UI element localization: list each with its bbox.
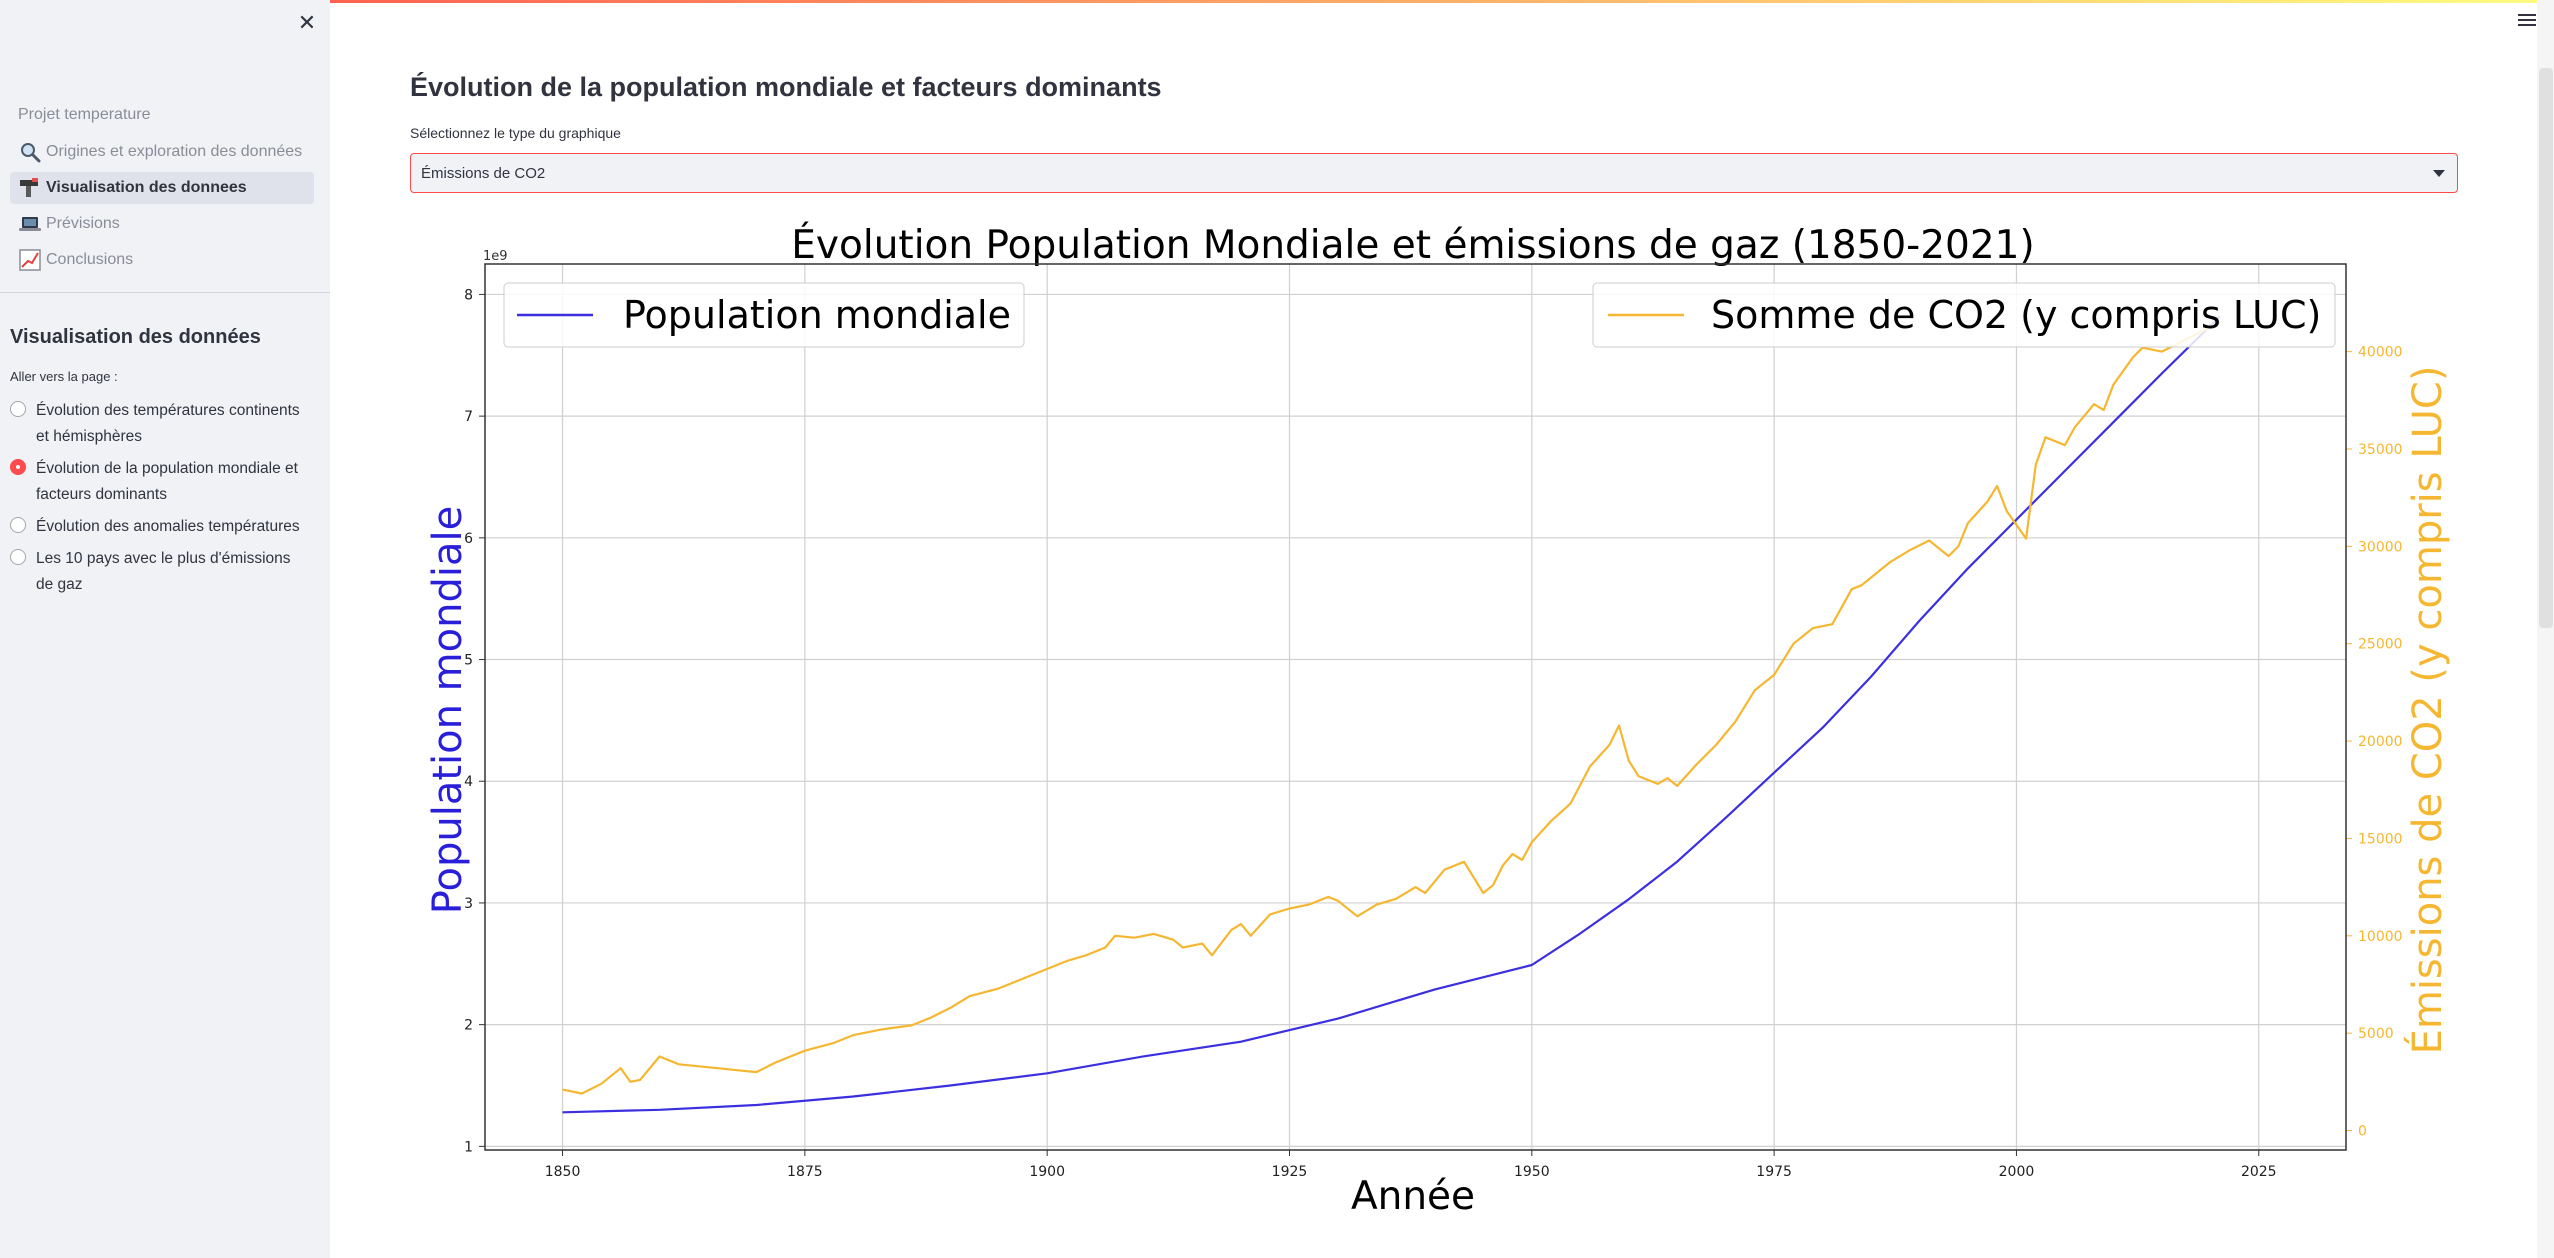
chevron-down-icon[interactable] (2433, 170, 2445, 177)
sidebar-section-title: Visualisation des données (10, 326, 261, 348)
scrollbar-thumb[interactable] (2539, 68, 2553, 628)
radio-option-temperatures[interactable]: Évolution des températures continents et… (10, 398, 310, 450)
x-tick-label: 1850 (545, 1164, 581, 1180)
legend-population: Population mondiale (503, 282, 1025, 348)
y-tick-label-left: 4 (464, 774, 473, 790)
y-tick-label-right: 10000 (2358, 929, 2403, 945)
sidebar-item-previsions[interactable]: Prévisions (10, 208, 314, 240)
sidebar-item-conclusions[interactable]: Conclusions (10, 244, 314, 276)
x-tick-label: 2000 (1999, 1164, 2035, 1180)
laptop-icon (18, 213, 42, 235)
top-decoration-bar (0, 0, 2554, 3)
y-tick-label-left: 3 (464, 896, 473, 912)
chart-type-select-value: Émissions de CO2 (421, 165, 546, 182)
main-menu-icon[interactable] (2518, 14, 2536, 30)
plot-frame (484, 263, 2347, 1151)
sidebar-item-label: Origines et exploration des données (46, 143, 303, 160)
radio-option-anomalies[interactable]: Évolution des anomalies températures (10, 514, 310, 540)
sidebar-item-origines[interactable]: Origines et exploration des données (10, 136, 314, 168)
x-tick-label: 1950 (1514, 1164, 1550, 1180)
ticks-layer: 1850 1875 1900 1925 1950 1975 2000 2025 1 2 3 4 5 6 7 8… (464, 287, 2402, 1180)
y-tick-label-right: 15000 (2358, 831, 2403, 847)
chart-title: Évolution Population Mondiale et émissio… (791, 221, 2034, 268)
y-tick-label-right: 40000 (2358, 345, 2403, 361)
y-axis-label-right: Émissions de CO2 (y compris LUC) (2403, 366, 2451, 1055)
sidebar-item-visualisation[interactable]: Visualisation des donnees (10, 172, 314, 204)
x-tick-label: 1925 (1272, 1164, 1308, 1180)
sidebar-divider (0, 292, 330, 293)
radio-button[interactable] (10, 401, 26, 417)
close-icon[interactable]: ✕ (297, 10, 317, 35)
sidebar-item-label: Conclusions (46, 251, 134, 268)
y-tick-label-left: 7 (464, 409, 473, 425)
sidebar-item-label: Prévisions (46, 215, 120, 232)
radio-option-population[interactable]: Évolution de la population mondiale et f… (10, 456, 310, 508)
x-tick-label: 2025 (2241, 1164, 2277, 1180)
radio-button[interactable] (10, 517, 26, 533)
y-tick-label-right: 30000 (2358, 539, 2403, 555)
x-tick-label: 1975 (1756, 1164, 1792, 1180)
y-tick-label-right: 5000 (2358, 1026, 2394, 1042)
sidebar-project-label: Projet temperature (18, 106, 151, 123)
y-offset-label: 1e9 (483, 249, 508, 264)
y-tick-label-right: 20000 (2358, 734, 2403, 750)
y-tick-label-left: 5 (464, 653, 473, 669)
series-layer (562, 315, 2221, 1114)
radio-button-selected[interactable] (10, 459, 26, 475)
x-tick-label: 1900 (1029, 1164, 1065, 1180)
chart-trend-icon (18, 249, 42, 271)
legend-label-co2: Somme de CO2 (y compris LUC) (1711, 293, 2321, 337)
sidebar: ✕ Projet temperature Origines et explora… (0, 0, 330, 1258)
y-tick-label-right: 0 (2358, 1124, 2367, 1140)
population-co2-chart: Évolution Population Mondiale et émissio… (405, 205, 2465, 1258)
page-title: Évolution de la population mondiale et f… (410, 72, 1162, 102)
radio-button[interactable] (10, 549, 26, 565)
y-tick-label-left: 2 (464, 1018, 473, 1034)
radio-group-label: Aller vers la page : (10, 369, 118, 384)
chart-type-select[interactable]: Émissions de CO2 (410, 153, 2458, 193)
chart-canvas: Évolution Population Mondiale et émissio… (425, 221, 2451, 1219)
sidebar-nav: Origines et exploration des données Visu… (10, 136, 314, 280)
y-tick-label-left: 6 (464, 531, 473, 547)
radio-option-label: Évolution des températures continents et… (36, 402, 300, 445)
magnifier-icon (18, 141, 42, 163)
radio-option-label: Évolution de la population mondiale et f… (36, 460, 298, 503)
y-tick-label-right: 25000 (2358, 637, 2403, 653)
y-tick-label-right: 35000 (2358, 442, 2403, 458)
page-radio-group: Évolution des températures continents et… (10, 398, 310, 604)
legend-label-population: Population mondiale (623, 293, 1011, 337)
chart-tool-icon (18, 177, 42, 199)
grid-layer (485, 264, 2346, 1150)
x-axis-label: Année (1351, 1174, 1475, 1219)
chart-type-select-label: Sélectionnez le type du graphique (410, 125, 621, 141)
x-tick-label: 1875 (787, 1164, 823, 1180)
series-line-population (562, 315, 2221, 1114)
legend-co2: Somme de CO2 (y compris LUC) (1592, 282, 2336, 348)
radio-option-top10-pays[interactable]: Les 10 pays avec le plus d'émissions de … (10, 546, 310, 598)
y-tick-label-left: 8 (464, 287, 473, 303)
y-axis-label-left: Population mondiale (425, 506, 471, 914)
radio-option-label: Évolution des anomalies températures (36, 518, 300, 535)
radio-option-label: Les 10 pays avec le plus d'émissions de … (36, 550, 291, 593)
y-tick-label-left: 1 (464, 1139, 473, 1155)
sidebar-item-label: Visualisation des donnees (46, 179, 247, 196)
series-line-co2 (562, 321, 2221, 1095)
